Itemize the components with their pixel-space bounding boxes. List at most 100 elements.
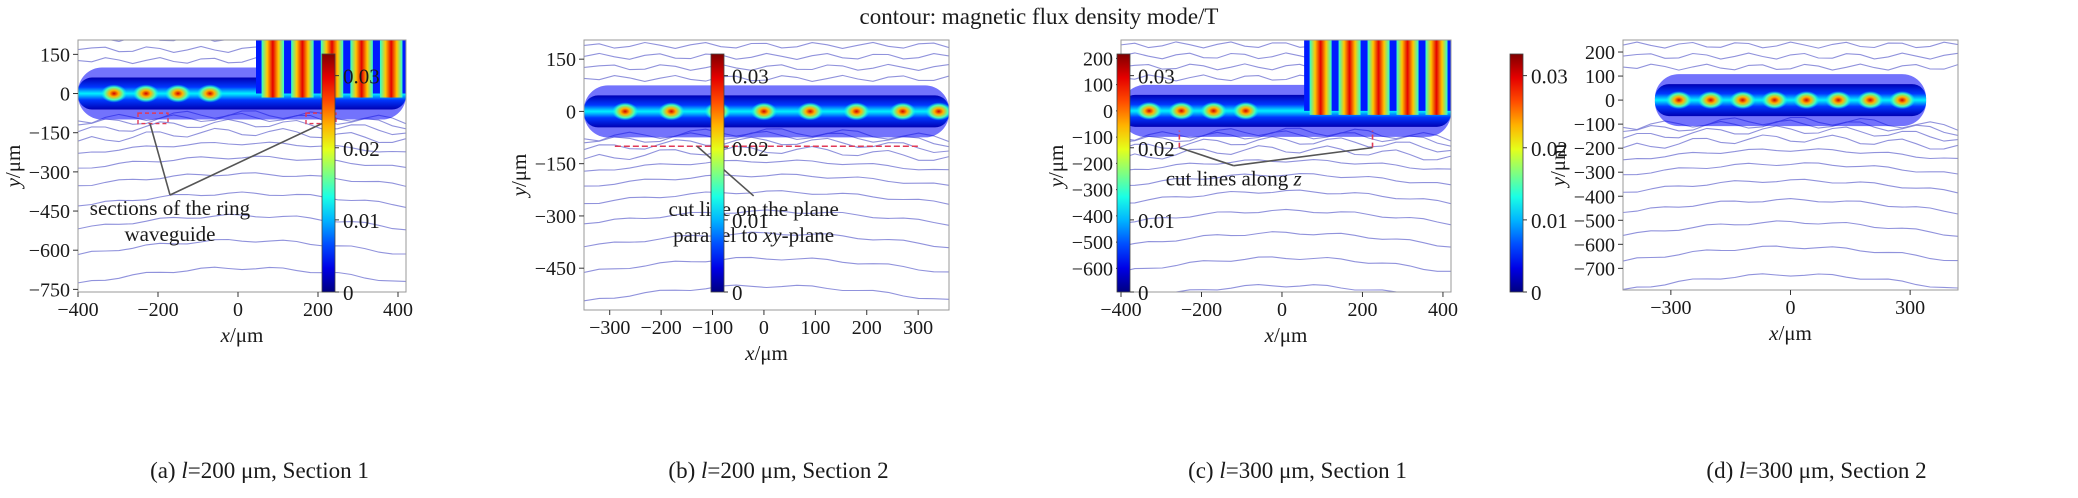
- y-tick-label: −300: [1574, 162, 1615, 184]
- panel-d: 200 100 0 −100 −200 −300 −400 −500 −600 −700 −300 0…: [1509, 39, 2076, 498]
- colorbar-tick-label: 0: [1138, 281, 1149, 305]
- field-hotspot: [658, 102, 685, 121]
- y-tick-label: 0: [1605, 90, 1615, 112]
- colorbar-tick-label: 0: [343, 281, 354, 305]
- y-tick-label: −200: [1072, 153, 1113, 175]
- field-hotspot: [1232, 101, 1259, 120]
- panel-a: sections of the ring waveguide 150 0 −150 −30…: [0, 39, 519, 498]
- y-axis-label: y/μm: [1, 145, 25, 190]
- contour-line: [584, 63, 949, 71]
- colorbar-tick-label: 0.01: [1531, 209, 1568, 233]
- contour-line: [78, 155, 406, 169]
- field-hotspot: [1136, 101, 1163, 120]
- y-tick-label: 0: [566, 101, 576, 123]
- contour-line: [1623, 178, 1958, 194]
- contour-line: [1623, 52, 1958, 60]
- field-stripe: [1367, 40, 1390, 115]
- colorbar-tick-label: 0.01: [732, 209, 769, 233]
- y-tick-label: −150: [535, 154, 576, 176]
- contour-line: [78, 118, 406, 136]
- field-hotspot: [1793, 91, 1820, 110]
- x-tick-label: −300: [589, 317, 630, 339]
- section-marker: [305, 112, 337, 125]
- field-hotspot: [1889, 91, 1916, 110]
- annotation-text: cut lines along z: [1166, 167, 1302, 191]
- y-tick-label: −600: [1072, 258, 1113, 280]
- y-tick-label: −600: [29, 240, 70, 262]
- contour-line: [78, 238, 406, 256]
- x-axis-label: x/μm: [220, 323, 264, 347]
- field-hotspot: [101, 84, 127, 103]
- contour-line: [584, 145, 949, 161]
- colorbar-tick-label: 0.03: [732, 65, 769, 89]
- colorbar: [321, 53, 336, 293]
- y-tick-label: 150: [546, 49, 576, 71]
- contour-line: [584, 136, 949, 154]
- y-tick-label: −400: [1072, 206, 1113, 228]
- contour-line: [1121, 256, 1451, 273]
- colorbar-tick-label: 0.01: [343, 209, 380, 233]
- plot-background: [584, 40, 949, 310]
- colorbar-tick-label: 0.02: [1531, 137, 1568, 161]
- caption-a: (a) l=200 μm, Section 1: [150, 458, 369, 483]
- y-tick-label: 100: [1585, 66, 1615, 88]
- field-hotspot: [1729, 91, 1756, 110]
- field-hotspot: [1168, 101, 1195, 120]
- annotation-arrow: [1179, 146, 1234, 167]
- panel-b: cut line on the plane parallel to xy-plan…: [507, 39, 1038, 498]
- plot-frame: [583, 39, 950, 311]
- x-tick-label: 300: [1895, 297, 1925, 319]
- y-tick-label: 0: [60, 84, 70, 106]
- field-hotspot: [1825, 91, 1852, 110]
- colorbar-tick-label: 0.01: [1138, 209, 1175, 233]
- y-tick-label: −200: [1574, 138, 1615, 160]
- field-hotspot: [889, 102, 916, 121]
- contour-line: [1121, 159, 1451, 172]
- x-tick-label: 300: [903, 317, 933, 339]
- contour-line: [1121, 31, 1451, 37]
- caption-c: (c) l=300 μm, Section 1: [1188, 458, 1407, 483]
- contour-line: [1121, 173, 1451, 187]
- y-tick-label: 200: [1083, 48, 1113, 70]
- colorbar-tick-label: 0.02: [1138, 137, 1175, 161]
- field-stripe: [1425, 40, 1448, 115]
- y-tick-label: −300: [1072, 180, 1113, 202]
- y-tick-label: 100: [1083, 75, 1113, 97]
- x-tick-label: 0: [1277, 299, 1287, 321]
- colorbar-tick-label: 0.03: [1531, 65, 1568, 89]
- colorbar-tick-label: 0: [1531, 281, 1542, 305]
- x-tick-label: 0: [1786, 297, 1796, 319]
- x-tick-label: −300: [1650, 297, 1691, 319]
- contour-line: [1623, 148, 1958, 161]
- field-hotspot: [797, 102, 824, 121]
- contour-line: [1121, 347, 1451, 365]
- contour-line: [78, 266, 406, 284]
- x-tick-label: 400: [1428, 299, 1458, 321]
- contour-line: [1623, 198, 1958, 215]
- contour-line: [1121, 189, 1451, 205]
- contour-line: [584, 159, 949, 172]
- x-tick-label: 200: [303, 299, 333, 321]
- contour-line: [1121, 208, 1451, 226]
- colorbar-tick-label: 0.02: [343, 137, 380, 161]
- contour-line: [584, 284, 949, 302]
- contour-line: [584, 52, 949, 60]
- contour-line: [1121, 231, 1451, 248]
- y-axis-label: y/μm: [1044, 145, 1068, 190]
- contour-line: [1623, 31, 1958, 37]
- contour-line: [1623, 41, 1958, 49]
- x-tick-label: −100: [692, 317, 733, 339]
- contour-plot-c: cut lines along z 200 100 0 −100 −200 −300 −400…: [1044, 39, 1458, 365]
- colorbar-tick-label: 0.03: [343, 65, 380, 89]
- field-stripe: [350, 40, 373, 98]
- annotation-text: waveguide: [125, 222, 216, 246]
- x-tick-label: 200: [1347, 299, 1377, 321]
- contour-line: [584, 256, 949, 273]
- x-axis-label: x/μm: [1768, 321, 1812, 345]
- colorbar: [710, 53, 725, 293]
- contour-line: [584, 231, 949, 249]
- field-stripe: [291, 40, 314, 98]
- contour-line: [1623, 220, 1958, 237]
- field-hotspot: [165, 84, 191, 103]
- field-stripe: [1338, 40, 1361, 115]
